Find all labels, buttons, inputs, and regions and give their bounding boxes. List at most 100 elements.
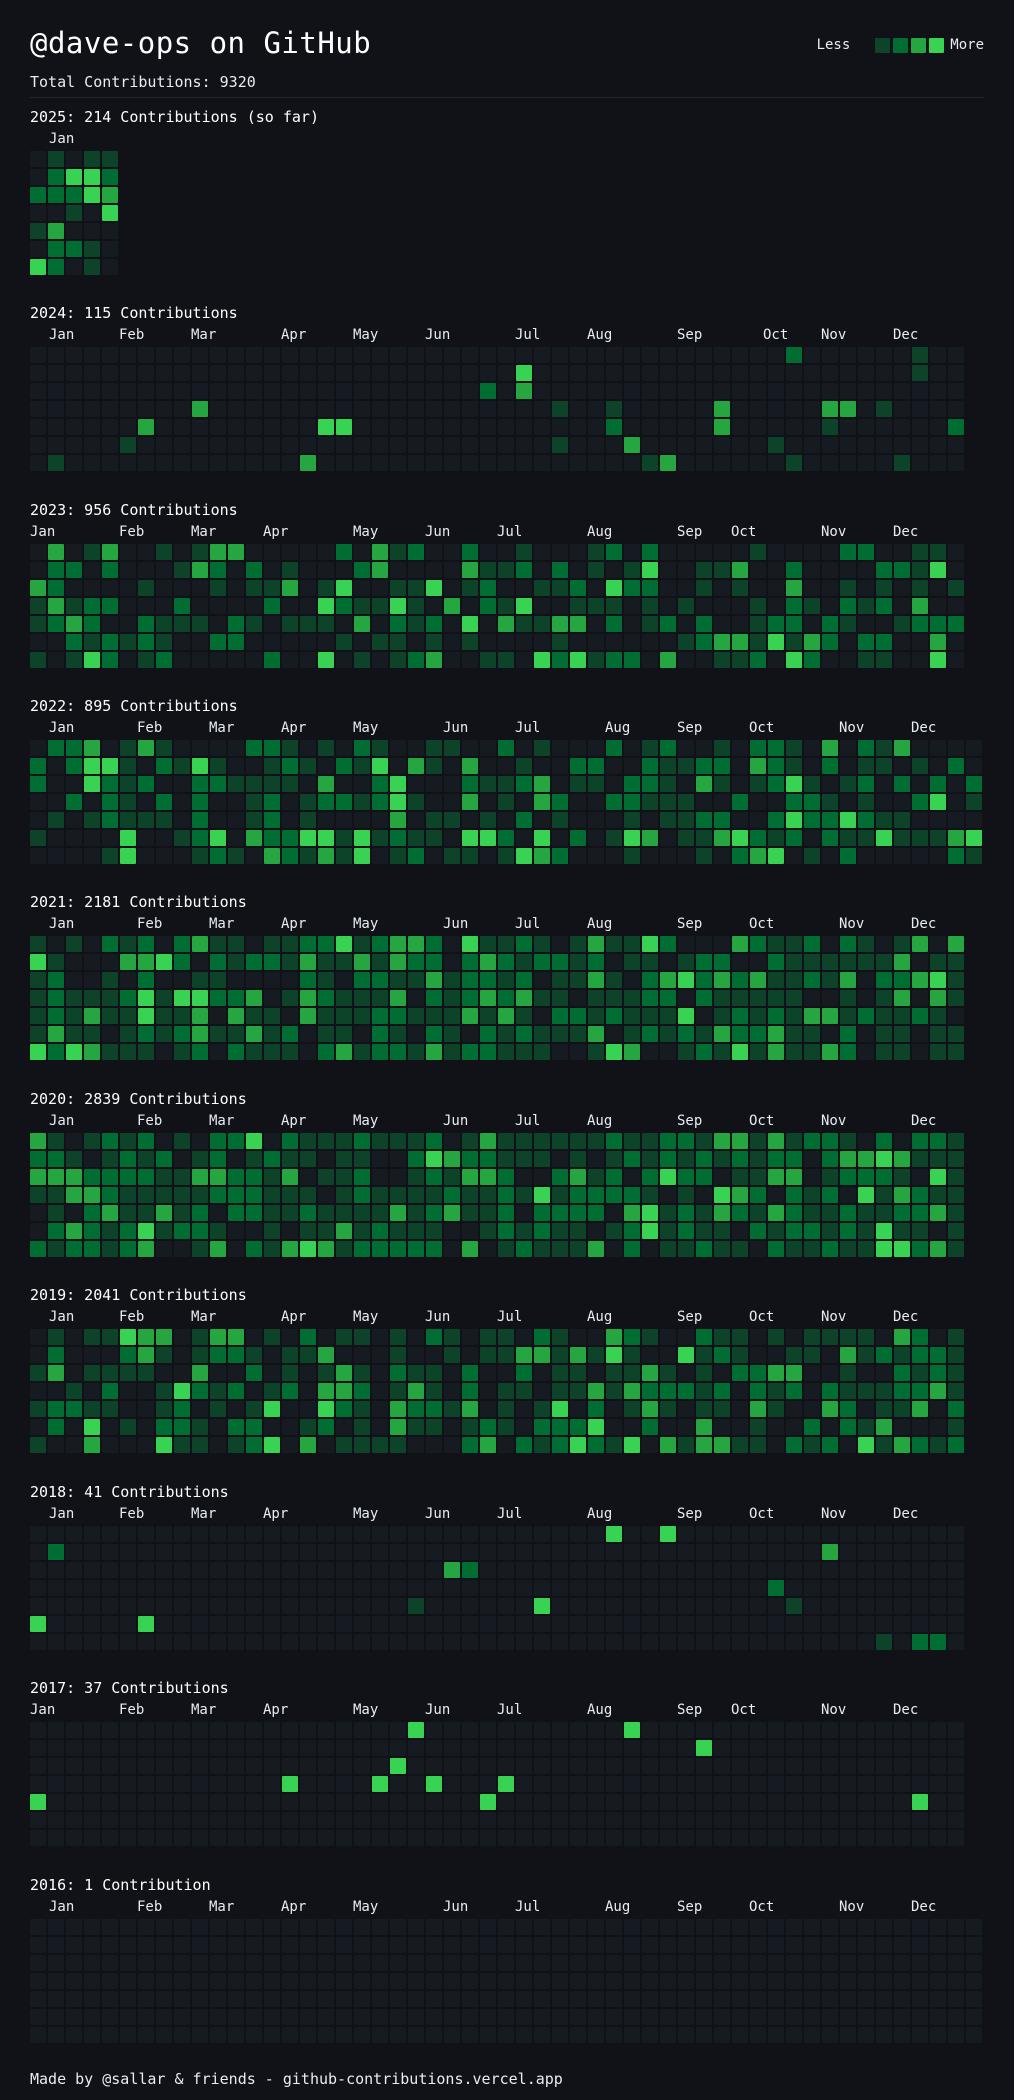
day-cell[interactable] — [300, 634, 316, 650]
day-cell[interactable] — [480, 652, 496, 668]
day-cell[interactable] — [282, 383, 298, 399]
day-cell[interactable] — [138, 1401, 154, 1417]
day-cell[interactable] — [336, 2027, 352, 2043]
day-cell[interactable] — [120, 1776, 136, 1792]
day-cell[interactable] — [966, 794, 982, 810]
day-cell[interactable] — [228, 1133, 244, 1149]
day-cell[interactable] — [750, 1383, 766, 1399]
day-cell[interactable] — [444, 1008, 460, 1024]
day-cell[interactable] — [192, 1241, 208, 1257]
day-cell[interactable] — [660, 634, 676, 650]
day-cell[interactable] — [336, 1437, 352, 1453]
day-cell[interactable] — [120, 794, 136, 810]
day-cell[interactable] — [804, 1187, 820, 1203]
day-cell[interactable] — [894, 1205, 910, 1221]
day-cell[interactable] — [102, 634, 118, 650]
day-cell[interactable] — [318, 1776, 334, 1792]
day-cell[interactable] — [192, 1991, 208, 2007]
day-cell[interactable] — [858, 1526, 874, 1542]
day-cell[interactable] — [138, 544, 154, 560]
day-cell[interactable] — [714, 1401, 730, 1417]
day-cell[interactable] — [282, 2009, 298, 2025]
day-cell[interactable] — [300, 1383, 316, 1399]
day-cell[interactable] — [498, 1419, 514, 1435]
day-cell[interactable] — [912, 401, 928, 417]
day-cell[interactable] — [84, 562, 100, 578]
day-cell[interactable] — [858, 1634, 874, 1650]
day-cell[interactable] — [858, 1419, 874, 1435]
day-cell[interactable] — [318, 1169, 334, 1185]
day-cell[interactable] — [624, 990, 640, 1006]
day-cell[interactable] — [678, 1776, 694, 1792]
day-cell[interactable] — [678, 830, 694, 846]
day-cell[interactable] — [408, 1973, 424, 1989]
day-cell[interactable] — [516, 2009, 532, 2025]
day-cell[interactable] — [426, 794, 442, 810]
day-cell[interactable] — [876, 1241, 892, 1257]
day-cell[interactable] — [372, 1329, 388, 1345]
day-cell[interactable] — [912, 1937, 928, 1953]
day-cell[interactable] — [840, 1616, 856, 1632]
day-cell[interactable] — [696, 1955, 712, 1971]
day-cell[interactable] — [912, 634, 928, 650]
day-cell[interactable] — [156, 830, 172, 846]
day-cell[interactable] — [372, 437, 388, 453]
day-cell[interactable] — [498, 419, 514, 435]
day-cell[interactable] — [48, 1544, 64, 1560]
day-cell[interactable] — [750, 1776, 766, 1792]
day-cell[interactable] — [30, 1026, 46, 1042]
day-cell[interactable] — [138, 616, 154, 632]
day-cell[interactable] — [678, 616, 694, 632]
day-cell[interactable] — [570, 1241, 586, 1257]
day-cell[interactable] — [732, 1419, 748, 1435]
day-cell[interactable] — [156, 1919, 172, 1935]
day-cell[interactable] — [336, 1401, 352, 1417]
day-cell[interactable] — [624, 812, 640, 828]
day-cell[interactable] — [570, 598, 586, 614]
day-cell[interactable] — [228, 830, 244, 846]
day-cell[interactable] — [48, 990, 64, 1006]
day-cell[interactable] — [570, 1812, 586, 1828]
day-cell[interactable] — [552, 1740, 568, 1756]
day-cell[interactable] — [174, 830, 190, 846]
day-cell[interactable] — [318, 437, 334, 453]
day-cell[interactable] — [372, 758, 388, 774]
day-cell[interactable] — [120, 1044, 136, 1060]
day-cell[interactable] — [228, 1365, 244, 1381]
day-cell[interactable] — [786, 2009, 802, 2025]
day-cell[interactable] — [822, 1634, 838, 1650]
day-cell[interactable] — [786, 616, 802, 632]
day-cell[interactable] — [498, 776, 514, 792]
day-cell[interactable] — [768, 1562, 784, 1578]
day-cell[interactable] — [570, 1044, 586, 1060]
day-cell[interactable] — [408, 812, 424, 828]
day-cell[interactable] — [390, 1383, 406, 1399]
day-cell[interactable] — [336, 347, 352, 363]
day-cell[interactable] — [732, 365, 748, 381]
day-cell[interactable] — [462, 1812, 478, 1828]
day-cell[interactable] — [480, 794, 496, 810]
day-cell[interactable] — [300, 848, 316, 864]
day-cell[interactable] — [930, 437, 946, 453]
day-cell[interactable] — [804, 437, 820, 453]
day-cell[interactable] — [282, 562, 298, 578]
day-cell[interactable] — [642, 1616, 658, 1632]
day-cell[interactable] — [552, 1544, 568, 1560]
day-cell[interactable] — [840, 1991, 856, 2007]
day-cell[interactable] — [30, 1991, 46, 2007]
day-cell[interactable] — [606, 1151, 622, 1167]
day-cell[interactable] — [930, 1830, 946, 1846]
day-cell[interactable] — [570, 1973, 586, 1989]
day-cell[interactable] — [462, 1562, 478, 1578]
day-cell[interactable] — [408, 1437, 424, 1453]
day-cell[interactable] — [246, 954, 262, 970]
day-cell[interactable] — [174, 1419, 190, 1435]
day-cell[interactable] — [606, 1722, 622, 1738]
day-cell[interactable] — [462, 544, 478, 560]
day-cell[interactable] — [912, 1187, 928, 1203]
day-cell[interactable] — [840, 1187, 856, 1203]
day-cell[interactable] — [426, 758, 442, 774]
day-cell[interactable] — [318, 1365, 334, 1381]
day-cell[interactable] — [462, 1955, 478, 1971]
day-cell[interactable] — [156, 1223, 172, 1239]
